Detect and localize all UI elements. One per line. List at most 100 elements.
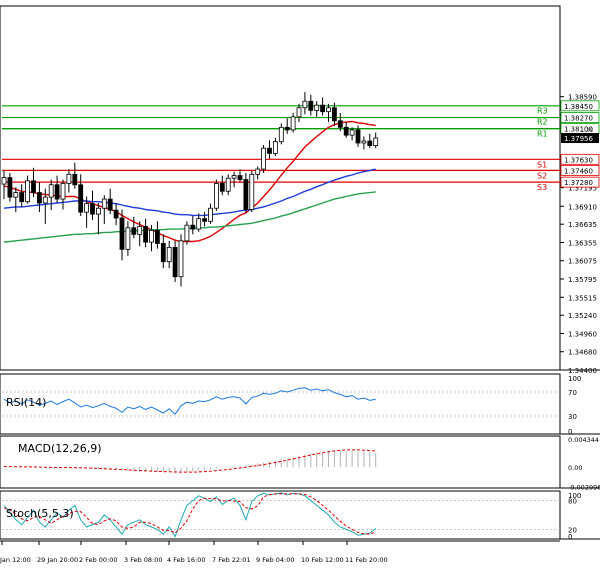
candle-body-bullish: [213, 183, 219, 209]
level-tag-r2: R2: [537, 118, 548, 127]
candle: [231, 171, 237, 188]
rsi-label: RSI(14): [6, 396, 46, 409]
level-tag-r1: R1: [537, 130, 548, 139]
candle-body-bullish: [326, 107, 331, 113]
x-axis-tick-label: 4 Feb 16:00: [167, 556, 206, 564]
moving-average-ma-slow: [3, 191, 376, 243]
candle: [284, 118, 290, 134]
candle-body-bearish: [19, 192, 25, 203]
current-price-box: [561, 133, 599, 144]
candle-body-bullish: [184, 224, 190, 242]
candle-body-bearish: [367, 140, 373, 146]
candle-body-bearish: [31, 180, 36, 193]
candle: [278, 123, 284, 145]
candle-body-bullish: [231, 175, 237, 179]
candle-body-bullish: [125, 227, 131, 250]
x-axis-tick-label: 2 Feb 00:00: [79, 556, 118, 564]
candle-body-bearish: [237, 175, 243, 180]
candle-body-bullish: [225, 177, 231, 192]
x-axis-tick-label: 7 Feb 22:01: [212, 556, 251, 564]
rsi-axis-tick-label: 30: [568, 413, 577, 421]
stoch-axis-tick-label: 20: [568, 526, 577, 534]
resistance-line-top-price-box: [560, 100, 600, 112]
candle: [7, 172, 13, 202]
candle: [320, 97, 326, 116]
level-price-label-r3: 1.38270: [564, 115, 593, 123]
candle: [101, 195, 107, 224]
candle-body-bearish: [355, 129, 361, 144]
candle-body-bullish: [302, 100, 308, 109]
rsi-pane: 100 70 30 0 RSI(14): [2, 375, 581, 436]
candle: [367, 133, 373, 149]
candle-body-bearish: [267, 147, 272, 154]
x-axis: Jan 12:00 29 Jan 20:00 2 Feb 00:00 3 Feb 08…: [0, 540, 560, 564]
price-axis-tick-label: 1.35240: [568, 312, 597, 320]
candle: [219, 175, 225, 196]
candle: [190, 216, 196, 235]
level-price-box-s3: [560, 176, 600, 188]
candle: [272, 137, 278, 157]
candle: [337, 112, 343, 132]
candle: [290, 112, 296, 133]
candle: [296, 103, 302, 123]
candle-body-bearish: [107, 198, 113, 211]
candle-body-bullish: [255, 168, 261, 175]
candle: [202, 212, 208, 227]
candle-body-bullish: [1, 177, 7, 185]
candle-body-bullish: [361, 140, 367, 144]
price-axis-tick-label: 1.35795: [568, 276, 597, 284]
resistance-line-top-price-label: 1.38450: [564, 103, 593, 111]
candle: [255, 166, 261, 180]
candle: [1, 171, 7, 200]
macd-axis-tick-label: 0.00: [568, 464, 582, 472]
price-axis-tick-label: 1.38590: [568, 94, 597, 102]
candle: [90, 190, 95, 220]
candle-body-bullish: [60, 183, 66, 200]
price-axis-tick-label: 1.34400: [568, 367, 597, 375]
price-partial-label: 1.38: [580, 127, 594, 134]
candle-body-bearish: [308, 100, 314, 111]
candle: [143, 218, 149, 248]
candle-body-bullish: [278, 126, 284, 143]
candle-body-bearish: [160, 243, 166, 263]
candle-body-bearish: [172, 246, 178, 278]
x-axis-tick-label: 29 Jan 20:00: [37, 556, 78, 564]
candle-body-bullish: [208, 207, 213, 222]
candle: [314, 101, 320, 117]
rsi-pane-frame: [0, 373, 561, 435]
candle: [355, 125, 361, 147]
candle: [19, 184, 25, 207]
candle: [54, 175, 60, 204]
candle: [302, 92, 308, 115]
macd-pane-frame: [0, 435, 561, 489]
candle: [361, 136, 367, 150]
level-tag-s2: S2: [537, 171, 547, 180]
level-price-label-s2: 1.37460: [564, 167, 593, 175]
price-axis-tick-label: 1.36075: [568, 258, 597, 266]
candle-body-bearish: [190, 224, 196, 230]
price-axis-tick-label: 1.34960: [568, 330, 597, 338]
candle: [308, 94, 314, 116]
candle: [243, 172, 249, 214]
candle: [184, 221, 190, 245]
stoch-pane-frame: [0, 490, 561, 540]
candle-body-bearish: [72, 173, 78, 186]
rsi-axis-tick-label: 70: [568, 389, 577, 397]
candle-body-bullish: [272, 141, 278, 154]
candle-body-bullish: [48, 184, 54, 198]
candle-body-bearish: [331, 107, 337, 122]
candle-body-bearish: [7, 177, 13, 198]
moving-average-ma-fast: [3, 120, 376, 243]
macd-label: MACD(12,26,9): [18, 442, 102, 455]
candle: [373, 132, 379, 149]
macd-signal-line: [4, 449, 376, 473]
candle-body-bearish: [119, 217, 125, 250]
price-pane: 1.385901.383101.371951.369101.366351.363…: [1, 92, 600, 375]
candle-body-bullish: [196, 218, 202, 230]
candle-body-bearish: [54, 184, 60, 200]
candle-body-bullish: [290, 116, 296, 131]
candle-body-bearish: [143, 226, 149, 243]
stoch-k-line: [3, 492, 377, 538]
